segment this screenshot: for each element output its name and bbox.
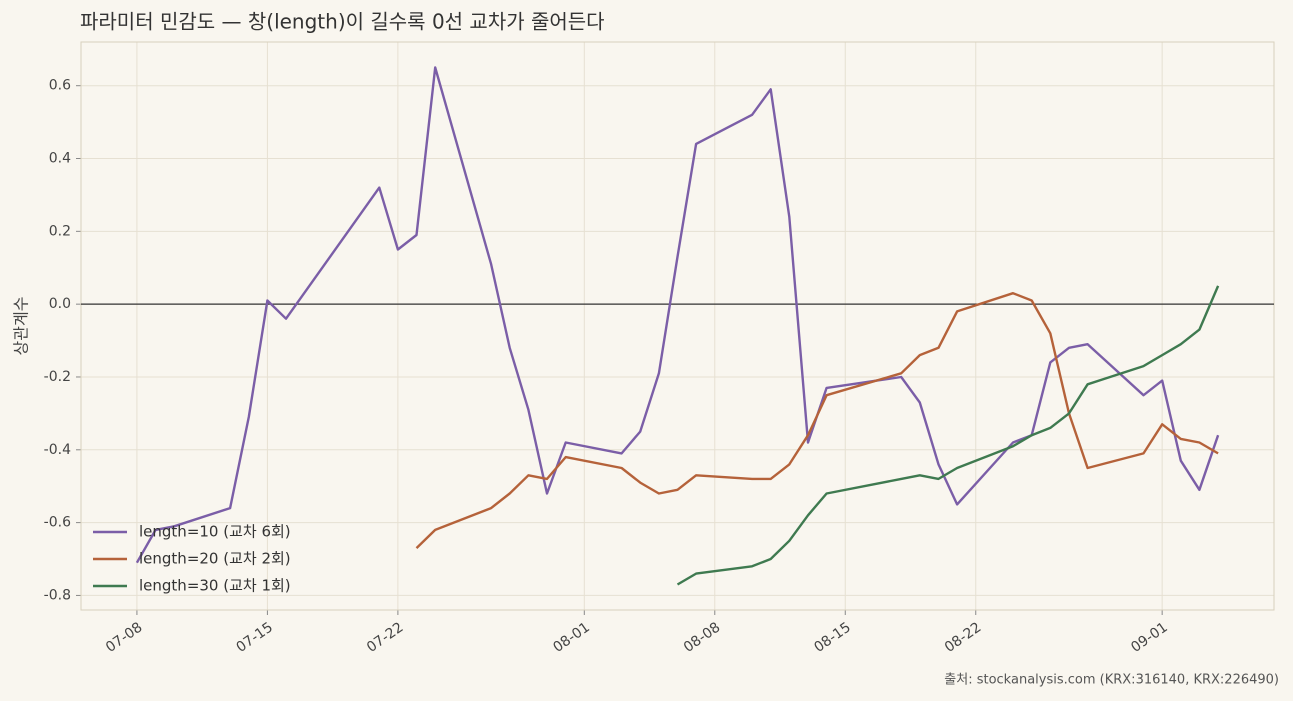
legend-label: length=10 (교차 6회) — [139, 523, 291, 541]
y-tick-label: -0.4 — [44, 442, 71, 458]
y-tick-label: -0.2 — [44, 369, 71, 385]
y-axis-label: 상관계수 — [12, 297, 31, 356]
plot-frame — [80, 41, 1275, 611]
source-note: 출처: stockanalysis.com (KRX:316140, KRX:2… — [944, 673, 1279, 688]
series-line — [676, 285, 1220, 586]
legend-label: length=20 (교차 2회) — [139, 550, 291, 568]
y-tick-label: 0.6 — [49, 78, 71, 94]
chart-title: 파라미터 민감도 — 창(length)이 길수록 0선 교차가 줄어든다 — [80, 10, 605, 34]
y-tick-label: -0.8 — [44, 587, 71, 603]
legend-label: length=30 (교차 1회) — [139, 577, 291, 595]
y-tick-label: 0.0 — [49, 296, 71, 312]
y-tick-label: 0.4 — [49, 151, 71, 167]
series-line — [415, 292, 1219, 549]
y-tick-label: -0.6 — [44, 515, 71, 531]
y-tick-label: 0.2 — [49, 223, 71, 239]
series-line — [135, 66, 1220, 564]
